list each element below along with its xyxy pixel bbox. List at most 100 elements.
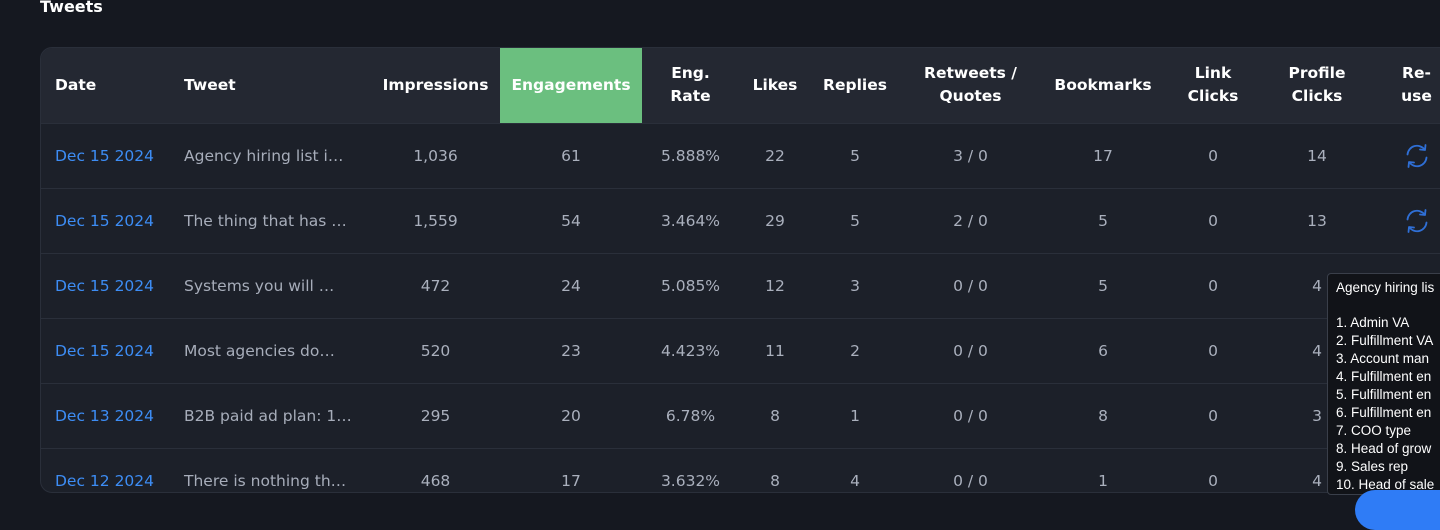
cell-eng-rate: 5.085% — [660, 276, 721, 295]
cell-tweet[interactable]: There is nothing th… — [184, 471, 347, 490]
table-row: Dec 13 2024 B2B paid ad plan: 1… 295 20 6.78… — [41, 383, 1440, 448]
cell-eng-rate: 3.632% — [660, 471, 721, 490]
cell-replies: 4 — [850, 471, 860, 490]
header-likes[interactable]: Likes — [752, 75, 798, 94]
header-replies[interactable]: Replies — [823, 75, 887, 94]
cell-link-clicks: 0 — [1208, 211, 1218, 230]
cell-impressions: 468 — [420, 471, 451, 490]
cell-engagements: 61 — [561, 146, 581, 165]
cell-engagements: 17 — [561, 471, 581, 490]
cell-impressions: 295 — [420, 406, 451, 425]
cell-eng-rate: 5.888% — [660, 146, 721, 165]
cell-profile-clicks: 4 — [1312, 341, 1322, 360]
cell-retweets-quotes: 3 / 0 — [953, 146, 988, 165]
cell-link-clicks: 0 — [1208, 146, 1218, 165]
cell-impressions: 1,036 — [413, 146, 458, 165]
cell-retweets-quotes: 2 / 0 — [953, 211, 988, 230]
header-link-clicks[interactable]: Link Clicks — [1187, 64, 1239, 106]
cell-retweets-quotes: 0 / 0 — [953, 471, 988, 490]
cell-engagements: 54 — [561, 211, 581, 230]
cell-profile-clicks: 4 — [1312, 276, 1322, 295]
cell-profile-clicks: 13 — [1307, 211, 1327, 230]
cell-likes: 8 — [770, 406, 780, 425]
header-date[interactable]: Date — [55, 75, 97, 94]
table-body: Dec 15 2024 Agency hiring list i… 1,036 61 5… — [41, 123, 1440, 492]
table-row: Dec 15 2024 The thing that has … 1,559 54 3.… — [41, 188, 1440, 253]
cell-date[interactable]: Dec 15 2024 — [55, 211, 155, 230]
cell-link-clicks: 0 — [1208, 341, 1218, 360]
cell-engagements: 20 — [561, 406, 581, 425]
cell-bookmarks: 5 — [1098, 211, 1108, 230]
cell-bookmarks: 17 — [1093, 146, 1113, 165]
cell-profile-clicks: 14 — [1307, 146, 1327, 165]
tweet-preview-tooltip: Agency hiring lis 1. Admin VA 2. Fulfillm… — [1327, 273, 1440, 495]
cell-replies: 3 — [850, 276, 860, 295]
tooltip-line: 8. Head of grow — [1336, 441, 1432, 456]
cell-date[interactable]: Dec 15 2024 — [55, 341, 155, 360]
header-reuse: Re-use — [1401, 64, 1432, 106]
header-eng-rate[interactable]: Eng. Rate — [670, 64, 711, 106]
cell-likes: 12 — [765, 276, 785, 295]
tooltip-line: 7. COO type — [1336, 423, 1412, 438]
tooltip-line: 2. Fulfillment VA — [1336, 333, 1434, 348]
refresh-icon[interactable] — [1403, 142, 1431, 170]
cell-date[interactable]: Dec 13 2024 — [55, 406, 155, 425]
cell-likes: 11 — [765, 341, 785, 360]
section-title: Tweets — [40, 0, 103, 16]
header-profile-clicks[interactable]: Profile Clicks — [1288, 64, 1346, 106]
cell-bookmarks: 6 — [1098, 341, 1108, 360]
floating-action-button[interactable] — [1355, 490, 1440, 530]
table-row: Dec 15 2024 Systems you will … 472 24 5.085%… — [41, 253, 1440, 318]
cell-likes: 22 — [765, 146, 785, 165]
cell-impressions: 472 — [420, 276, 451, 295]
cell-eng-rate: 3.464% — [660, 211, 721, 230]
cell-impressions: 1,559 — [413, 211, 458, 230]
cell-bookmarks: 1 — [1098, 471, 1108, 490]
cell-retweets-quotes: 0 / 0 — [953, 276, 988, 295]
table-row: Dec 12 2024 There is nothing th… 468 17 3.63… — [41, 448, 1440, 492]
cell-replies: 1 — [850, 406, 860, 425]
tooltip-line: 1. Admin VA — [1336, 315, 1410, 330]
cell-engagements: 23 — [561, 341, 581, 360]
header-engagements[interactable]: Engagements — [500, 48, 642, 123]
cell-engagements: 24 — [561, 276, 581, 295]
cell-replies: 5 — [850, 211, 860, 230]
cell-reuse — [1372, 123, 1440, 188]
table-header-row: Date Tweet Impressions Engagements Eng. R… — [41, 48, 1440, 123]
cell-reuse — [1372, 188, 1440, 253]
tooltip-line: 4. Fulfillment en — [1336, 369, 1432, 384]
cell-link-clicks: 0 — [1208, 406, 1218, 425]
cell-impressions: 520 — [420, 341, 451, 360]
cell-eng-rate: 6.78% — [665, 406, 716, 425]
cell-bookmarks: 8 — [1098, 406, 1108, 425]
tooltip-line: 3. Account man — [1336, 351, 1430, 366]
tooltip-title: Agency hiring lis — [1336, 280, 1435, 295]
tweets-table: Date Tweet Impressions Engagements Eng. R… — [41, 48, 1440, 492]
cell-retweets-quotes: 0 / 0 — [953, 406, 988, 425]
cell-replies: 5 — [850, 146, 860, 165]
table-row: Dec 15 2024 Agency hiring list i… 1,036 61 5… — [41, 123, 1440, 188]
header-impressions[interactable]: Impressions — [382, 75, 489, 94]
cell-tweet[interactable]: B2B paid ad plan: 1… — [184, 406, 352, 425]
cell-likes: 8 — [770, 471, 780, 490]
table-row: Dec 15 2024 Most agencies do… 520 23 4.423% 1… — [41, 318, 1440, 383]
cell-date[interactable]: Dec 12 2024 — [55, 471, 155, 490]
cell-tweet[interactable]: Agency hiring list i… — [184, 146, 344, 165]
cell-eng-rate: 4.423% — [660, 341, 721, 360]
cell-date[interactable]: Dec 15 2024 — [55, 146, 155, 165]
tooltip-line: 10. Head of sale — [1336, 477, 1435, 492]
cell-retweets-quotes: 0 / 0 — [953, 341, 988, 360]
tooltip-lines: 1. Admin VA 2. Fulfillment VA 3. Account m… — [1336, 314, 1440, 494]
cell-date[interactable]: Dec 15 2024 — [55, 276, 155, 295]
cell-tweet[interactable]: Systems you will … — [184, 276, 335, 295]
refresh-icon[interactable] — [1403, 207, 1431, 235]
header-tweet[interactable]: Tweet — [184, 75, 236, 94]
cell-replies: 2 — [850, 341, 860, 360]
header-bookmarks[interactable]: Bookmarks — [1054, 75, 1152, 94]
cell-tweet[interactable]: Most agencies do… — [184, 341, 335, 360]
tooltip-line: 6. Fulfillment en — [1336, 405, 1432, 420]
header-retweets-quotes[interactable]: Retweets / Quotes — [924, 64, 1017, 106]
tooltip-line: 5. Fulfillment en — [1336, 387, 1432, 402]
cell-tweet[interactable]: The thing that has … — [184, 211, 347, 230]
tooltip-line: 9. Sales rep — [1336, 459, 1409, 474]
